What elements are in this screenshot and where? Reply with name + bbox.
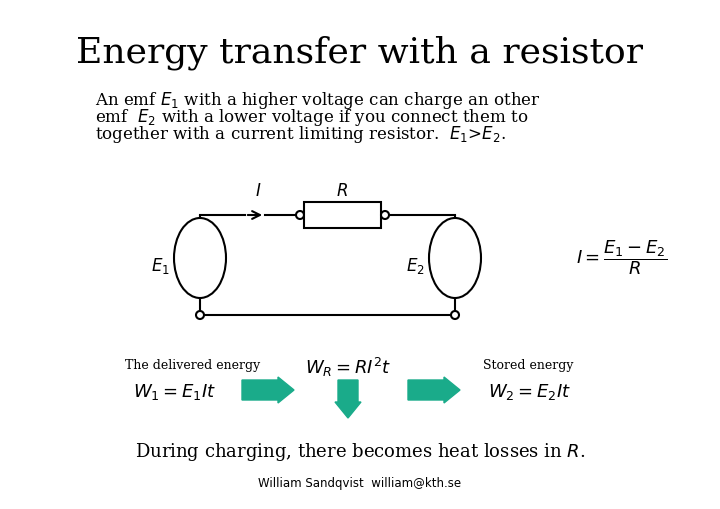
Text: The delivered energy: The delivered energy (125, 358, 261, 372)
Text: An emf $E_1$ with a higher voltage can charge an other: An emf $E_1$ with a higher voltage can c… (95, 90, 541, 111)
Text: emf  $E_2$ with a lower voltage if you connect them to: emf $E_2$ with a lower voltage if you co… (95, 107, 528, 128)
Text: During charging, there becomes heat losses in $R$.: During charging, there becomes heat loss… (135, 441, 585, 463)
Text: $W_2 = E_2 It$: $W_2 = E_2 It$ (488, 382, 572, 402)
Circle shape (296, 211, 304, 219)
Text: together with a current limiting resistor.  $E_1$>$E_2$.: together with a current limiting resisto… (95, 124, 506, 145)
Ellipse shape (429, 218, 481, 298)
Text: $R$: $R$ (336, 183, 348, 200)
Bar (304, 202, 381, 228)
Circle shape (451, 311, 459, 319)
Circle shape (381, 211, 389, 219)
FancyArrow shape (335, 380, 361, 418)
Text: +: + (444, 229, 456, 243)
Text: $W_R = RI^2t$: $W_R = RI^2t$ (305, 355, 391, 379)
Text: $I$: $I$ (255, 183, 261, 200)
FancyArrow shape (242, 377, 294, 403)
Text: William Sandqvist  william@kth.se: William Sandqvist william@kth.se (258, 477, 462, 491)
FancyArrow shape (408, 377, 460, 403)
Text: Energy transfer with a resistor: Energy transfer with a resistor (76, 35, 644, 70)
Text: $E_2$: $E_2$ (406, 256, 425, 276)
Text: Stored energy: Stored energy (482, 358, 573, 372)
Text: $E_1$: $E_1$ (151, 256, 170, 276)
Text: $I = \dfrac{E_1 - E_2}{R}$: $I = \dfrac{E_1 - E_2}{R}$ (577, 239, 667, 277)
Circle shape (196, 311, 204, 319)
Text: +: + (189, 229, 201, 243)
Ellipse shape (174, 218, 226, 298)
Text: $W_1 = E_1 It$: $W_1 = E_1 It$ (133, 382, 217, 402)
